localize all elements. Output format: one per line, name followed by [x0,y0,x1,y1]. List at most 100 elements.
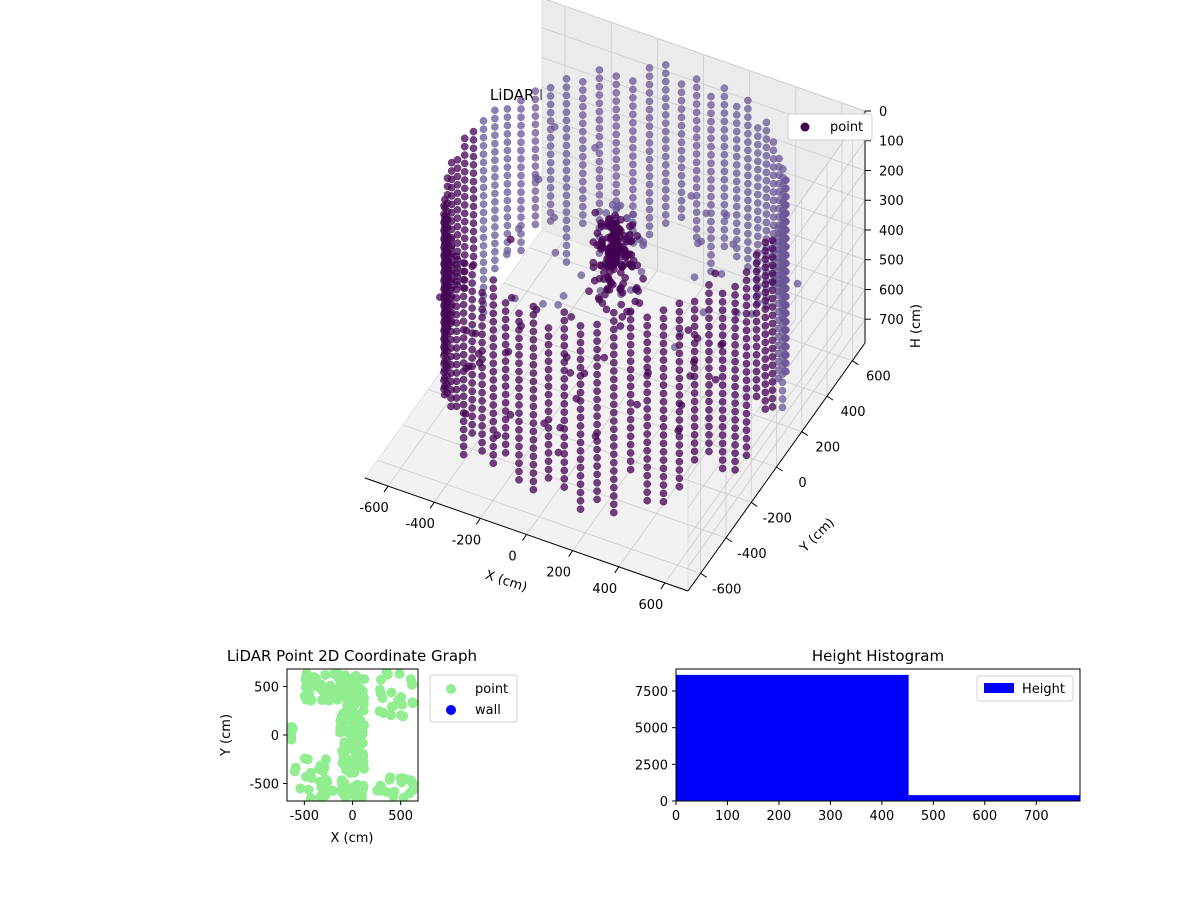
chart-3d-point [690,355,699,364]
chart-3d-point [595,166,604,174]
chart-3d-point [610,433,618,442]
chart-3d-point [452,385,461,394]
chart-3d-point [643,330,652,338]
chart-3d-point [643,413,652,422]
chart-3d-point [544,365,553,374]
chart-3d-point [645,180,654,189]
chart-3d-point [744,146,752,155]
chart-3d-point [544,440,553,449]
chart-3d-point [452,402,461,411]
chart-3d-point [560,466,569,475]
chart-3d-point [707,176,715,184]
chart-3d-point [593,445,601,454]
chart-3d-point [515,392,523,401]
chart-3d-point [762,160,771,168]
chart-3d-point [478,380,486,389]
chart-3d-point [768,244,777,253]
chart-3d-point [468,404,477,412]
chart-3d-point [501,365,510,374]
chart-3d-legend-label: point [830,120,863,135]
chart-3d-point [718,298,727,306]
chart-2d-point [310,673,321,684]
chart-3d-x-tick-label: -200 [452,533,482,548]
chart-3d-point [742,268,751,276]
chart-3d: LiDAR Point 3D Coordinate Graph -600-400… [359,0,924,613]
chart-3d-point [595,82,604,91]
chart-3d-point [633,232,642,240]
chart-3d-point [531,187,540,195]
chart-3d-point [692,75,701,83]
chart-3d-point [752,334,761,342]
chart-2d-point [299,753,310,764]
chart-3d-point [502,250,511,259]
chart-3d-point [460,142,469,151]
chart-3d-point [576,496,585,505]
chart-3d-point [677,88,686,97]
chart-3d-point [692,216,701,225]
chart-3d-point [534,175,543,184]
chart-3d-point [752,325,761,334]
chart-3d-point [546,150,555,159]
chart-2d-title: LiDAR Point 2D Coordinate Graph [227,647,477,665]
chart-3d-point [459,434,468,442]
chart-3d-point [593,353,601,362]
x-tick-mark [614,566,620,574]
chart-3d-point [707,226,715,234]
chart-3d-point [731,299,739,308]
chart-3d-point [675,466,684,474]
chart-2d-point [337,777,347,788]
chart-3d-point [626,465,635,474]
grid-h-back [541,205,866,320]
chart-3d-point [732,186,741,194]
chart-3d-point [705,339,713,348]
chart-3d-point [469,161,478,169]
chart-3d-point [612,147,621,155]
chart-3d-point [707,101,715,109]
chart-3d-point [489,401,498,409]
chart-3d-point [675,299,684,308]
chart-3d-point [602,305,611,314]
chart-3d-point [742,451,751,460]
chart-3d-point [489,326,498,334]
chart-2d-point [396,692,407,702]
chart-2d-point [386,701,397,712]
y-tick-mark [725,537,733,543]
chart-3d-point [616,285,624,293]
chart-3d-point [742,326,751,335]
chart-3d-point [459,309,468,317]
chart-histogram-legend-label: Height [1022,682,1065,697]
chart-3d-point [675,449,684,458]
chart-3d-point [675,366,684,374]
chart-3d-point [659,464,668,473]
chart-3d-point [707,126,715,134]
chart-3d-point [762,143,771,152]
chart-3d-x-tick-label: 0 [508,550,516,565]
chart-3d-point [562,141,571,150]
chart-3d-point [489,409,498,418]
chart-3d-point [718,289,727,298]
chart-3d-legend-box [787,113,873,141]
grid-y-floor [529,247,853,362]
chart-3d-point [560,474,569,483]
chart-3d-point [517,155,525,163]
chart-3d-point [661,102,670,111]
chart-3d-point [440,201,448,210]
chart-3d-point [460,184,469,193]
chart-3d-point [469,152,478,161]
chart-3d-point [479,200,488,208]
grid-h-side [687,289,866,538]
chart-3d-point [752,350,761,359]
chart-histogram-ticks: 0 100 200 300 400 500 600 700 0 2500 5000 7500 [635,685,1049,824]
chart-3d-point [562,216,571,225]
chart-3d-point [731,332,739,341]
chart-3d-point [744,188,752,196]
chart-3d-point [491,247,499,256]
chart-3d-point [595,132,604,141]
chart-3d-z-tick-label: 400 [879,224,904,239]
chart-3d-point [468,279,477,287]
chart-3d-point [742,301,751,310]
chart-3d-point [692,208,701,217]
chart-3d-point [491,114,499,123]
chart-3d-point [720,117,729,126]
chart-3d-point [459,384,468,392]
